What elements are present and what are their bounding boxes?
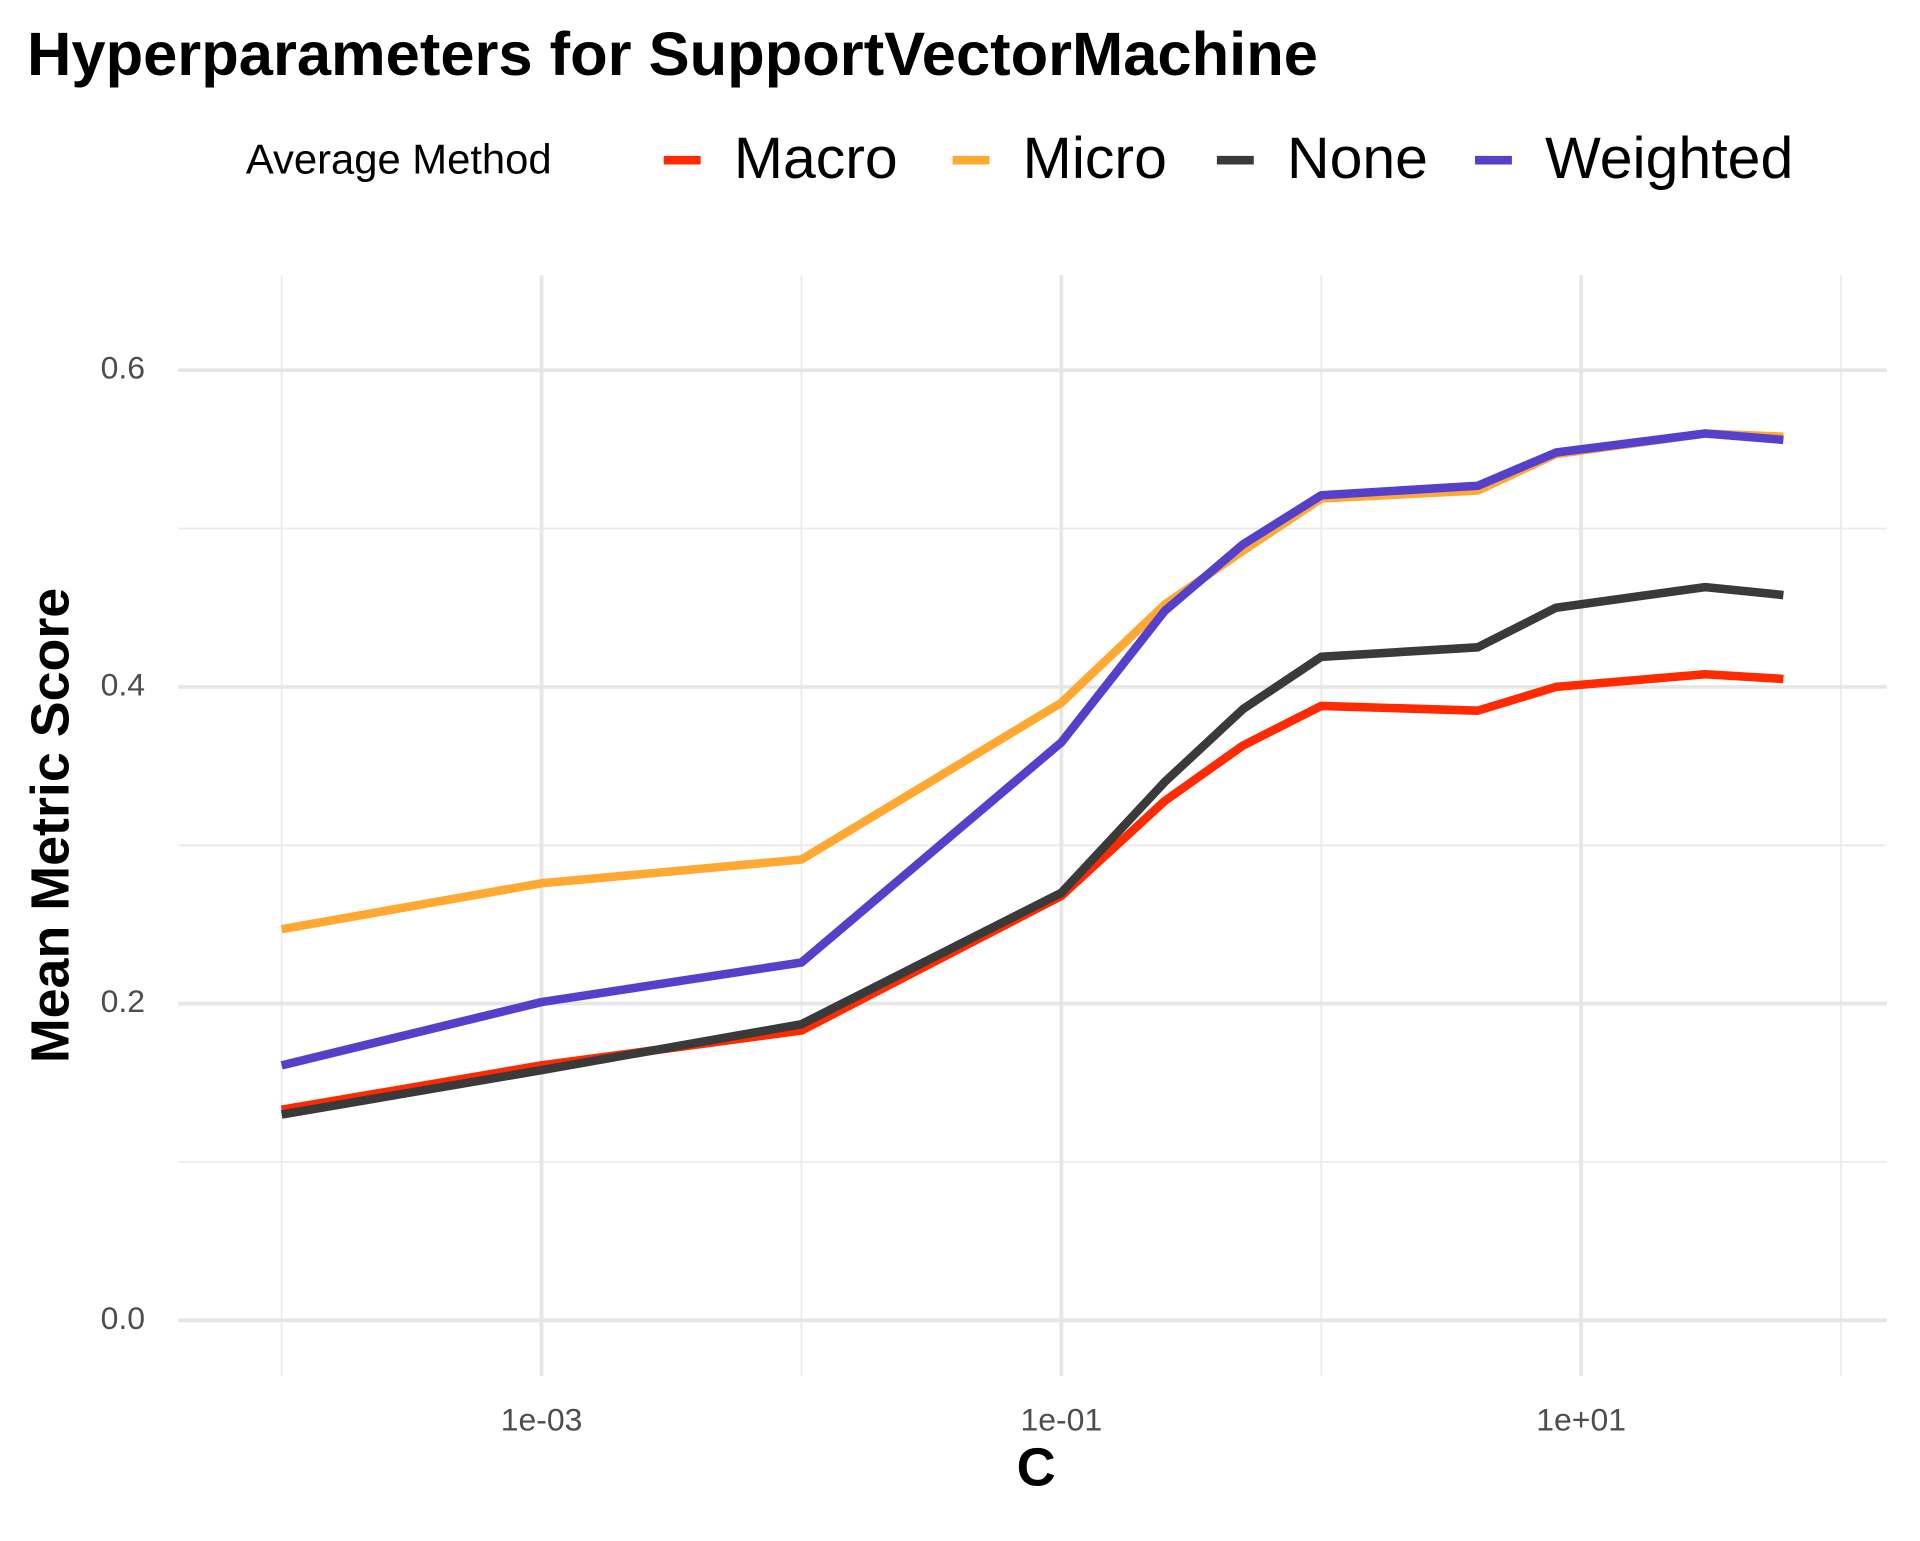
legend-label: Macro: [734, 126, 898, 191]
x-tick-label: 1e-03: [501, 1402, 583, 1438]
y-tick-label: 0.2: [101, 983, 145, 1019]
series-line: [280, 582, 1784, 1119]
x-tick-label: 1e-01: [1021, 1402, 1103, 1438]
legend-label: Micro: [1023, 126, 1167, 191]
legend-label: Weighted: [1545, 126, 1793, 191]
legend-label: None: [1287, 126, 1428, 191]
legend-title: Average Method: [246, 136, 552, 183]
series-line: [280, 429, 1784, 934]
series-line: [280, 429, 1784, 1070]
x-tick-label: 1e+01: [1536, 1402, 1626, 1438]
chart-title: Hyperparameters for SupportVectorMachine: [27, 20, 1318, 88]
y-axis-label: Mean Metric Score: [20, 588, 80, 1063]
x-axis-label: C: [1017, 1438, 1056, 1498]
y-tick-label: 0.6: [101, 350, 145, 386]
y-tick-label: 0.0: [101, 1300, 145, 1336]
y-tick-label: 0.4: [101, 666, 145, 702]
